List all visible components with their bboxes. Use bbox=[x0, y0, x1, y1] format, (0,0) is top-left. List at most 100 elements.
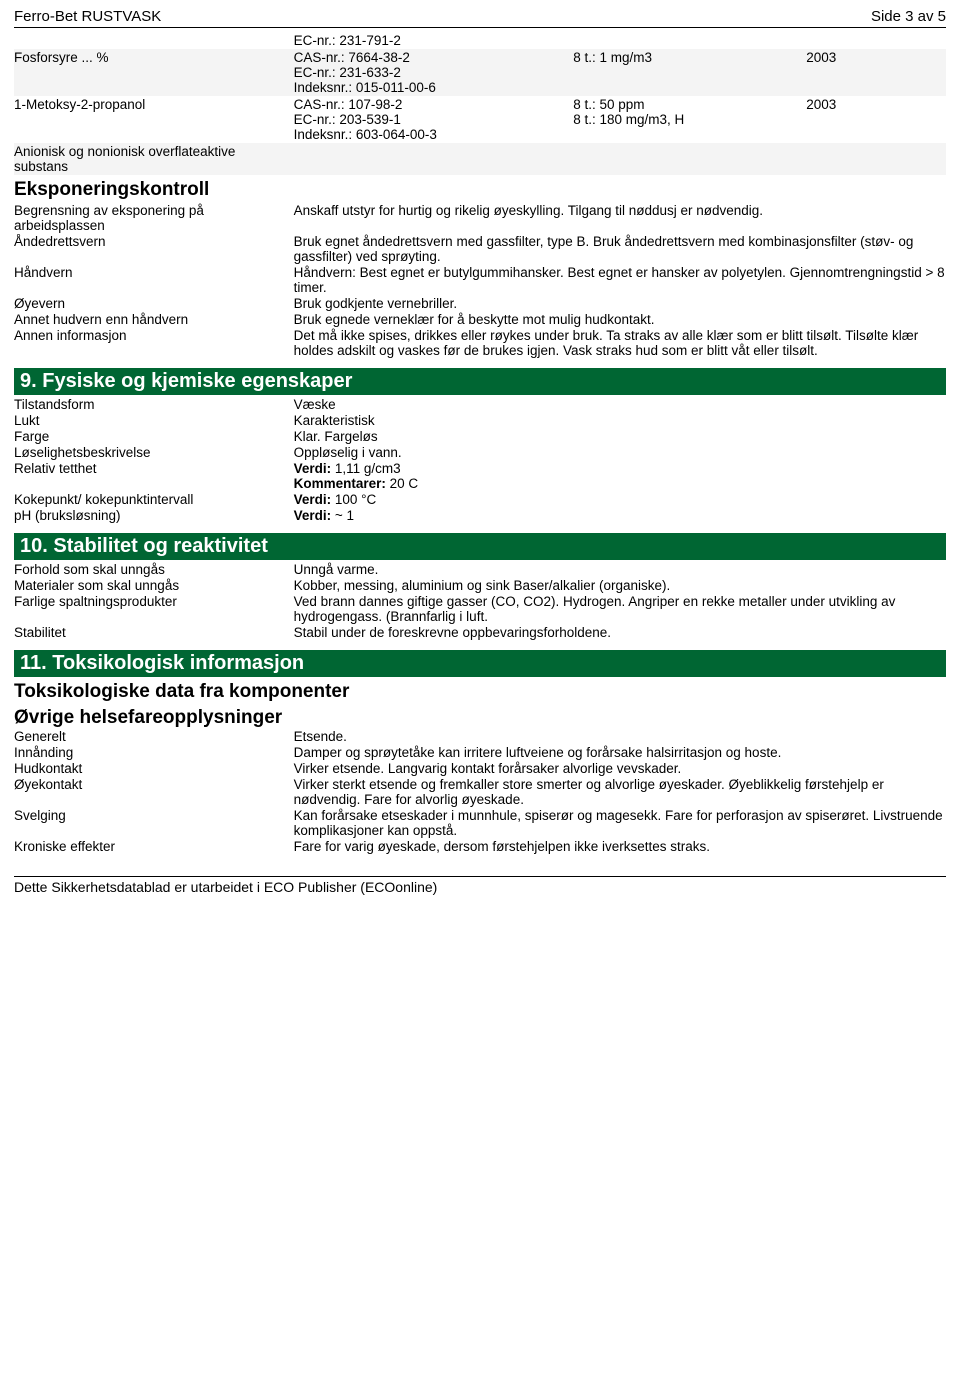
chem-limit bbox=[573, 143, 806, 175]
property-value: Verdi: 100 °C bbox=[294, 492, 946, 507]
property-row: pH (bruksløsning)Verdi: ~ 1 bbox=[14, 508, 946, 523]
chem-limit: 8 t.: 1 mg/m3 bbox=[573, 49, 806, 96]
chem-name: Fosforsyre ... % bbox=[14, 49, 294, 96]
property-label: Øyevern bbox=[14, 296, 294, 311]
property-row: InnåndingDamper og sprøytetåke kan irrit… bbox=[14, 745, 946, 760]
chemical-table: EC-nr.: 231-791-2Fosforsyre ... %CAS-nr.… bbox=[14, 32, 946, 175]
page-footer: Dette Sikkerhetsdatablad er utarbeidet i… bbox=[14, 876, 946, 895]
property-row: ØyevernBruk godkjente vernebriller. bbox=[14, 296, 946, 311]
property-label: Materialer som skal unngås bbox=[14, 578, 294, 593]
property-value: Damper og sprøytetåke kan irritere luftv… bbox=[294, 745, 946, 760]
property-row: Kroniske effekterFare for varig øyeskade… bbox=[14, 839, 946, 854]
property-value: Verdi: ~ 1 bbox=[294, 508, 946, 523]
chem-name: Anionisk og nonionisk overflateaktive su… bbox=[14, 143, 294, 175]
property-label: Farlige spaltningsprodukter bbox=[14, 594, 294, 624]
property-value: Ved brann dannes giftige gasser (CO, CO2… bbox=[294, 594, 946, 624]
table-row: Fosforsyre ... %CAS-nr.: 7664-38-2EC-nr.… bbox=[14, 49, 946, 96]
chem-year bbox=[806, 143, 946, 175]
property-value: Håndvern: Best egnet er butylgummihanske… bbox=[294, 265, 946, 295]
property-label: pH (bruksløsning) bbox=[14, 508, 294, 523]
property-label: Svelging bbox=[14, 808, 294, 838]
property-value: Bruk egnede verneklær for å beskytte mot… bbox=[294, 312, 946, 327]
property-value: Kan forårsake etseskader i munnhule, spi… bbox=[294, 808, 946, 838]
property-label: Farge bbox=[14, 429, 294, 444]
chem-ids: CAS-nr.: 107-98-2EC-nr.: 203-539-1Indeks… bbox=[294, 96, 574, 143]
exposure-control-heading: Eksponeringskontroll bbox=[14, 179, 946, 201]
property-label: Relativ tetthet bbox=[14, 461, 294, 491]
property-label: Stabilitet bbox=[14, 625, 294, 640]
property-value: Stabil under de foreskrevne oppbevarings… bbox=[294, 625, 946, 640]
property-row: Begrensning av eksponering på arbeidspla… bbox=[14, 203, 946, 233]
table-row: 1-Metoksy-2-propanolCAS-nr.: 107-98-2EC-… bbox=[14, 96, 946, 143]
chem-limit bbox=[573, 32, 806, 49]
page-header: Ferro-Bet RUSTVASK Side 3 av 5 bbox=[14, 8, 946, 28]
chem-year: 2003 bbox=[806, 96, 946, 143]
property-row: HåndvernHåndvern: Best egnet er butylgum… bbox=[14, 265, 946, 295]
property-row: SvelgingKan forårsake etseskader i munnh… bbox=[14, 808, 946, 838]
property-value: Bruk egnet åndedrettsvern med gassfilter… bbox=[294, 234, 946, 264]
doc-title: Ferro-Bet RUSTVASK bbox=[14, 8, 161, 25]
chem-name: 1-Metoksy-2-propanol bbox=[14, 96, 294, 143]
section-9-heading: 9. Fysiske og kjemiske egenskaper bbox=[14, 368, 946, 395]
chem-ids: CAS-nr.: 7664-38-2EC-nr.: 231-633-2Indek… bbox=[294, 49, 574, 96]
property-value: Anskaff utstyr for hurtig og rikelig øye… bbox=[294, 203, 946, 233]
property-row: Farlige spaltningsprodukterVed brann dan… bbox=[14, 594, 946, 624]
section-10-heading: 10. Stabilitet og reaktivitet bbox=[14, 533, 946, 560]
property-label: Innånding bbox=[14, 745, 294, 760]
property-value: Unngå varme. bbox=[294, 562, 946, 577]
page-indicator: Side 3 av 5 bbox=[871, 8, 946, 25]
chem-limit: 8 t.: 50 ppm8 t.: 180 mg/m3, H bbox=[573, 96, 806, 143]
property-row: FargeKlar. Fargeløs bbox=[14, 429, 946, 444]
property-label: Kroniske effekter bbox=[14, 839, 294, 854]
chem-year: 2003 bbox=[806, 49, 946, 96]
table-row: Anionisk og nonionisk overflateaktive su… bbox=[14, 143, 946, 175]
property-row: HudkontaktVirker etsende. Langvarig kont… bbox=[14, 761, 946, 776]
property-value: Det må ikke spises, drikkes eller røykes… bbox=[294, 328, 946, 358]
property-row: ÅndedrettsvernBruk egnet åndedrettsvern … bbox=[14, 234, 946, 264]
property-label: Hudkontakt bbox=[14, 761, 294, 776]
property-row: Kokepunkt/ kokepunktintervallVerdi: 100 … bbox=[14, 492, 946, 507]
section-11-heading: 11. Toksikologisk informasjon bbox=[14, 650, 946, 677]
property-value: Virker sterkt etsende og fremkaller stor… bbox=[294, 777, 946, 807]
property-row: LøselighetsbeskrivelseOppløselig i vann. bbox=[14, 445, 946, 460]
property-value: Verdi: 1,11 g/cm3Kommentarer: 20 C bbox=[294, 461, 946, 491]
property-row: Forhold som skal unngåsUnngå varme. bbox=[14, 562, 946, 577]
section-11-sub2: Øvrige helsefareopplysninger bbox=[14, 707, 946, 729]
property-label: Generelt bbox=[14, 729, 294, 744]
property-value: Bruk godkjente vernebriller. bbox=[294, 296, 946, 311]
property-value: Fare for varig øyeskade, dersom førstehj… bbox=[294, 839, 946, 854]
property-label: Annen informasjon bbox=[14, 328, 294, 358]
property-label: Tilstandsform bbox=[14, 397, 294, 412]
property-value: Karakteristisk bbox=[294, 413, 946, 428]
property-row: Annen informasjonDet må ikke spises, dri… bbox=[14, 328, 946, 358]
property-label: Øyekontakt bbox=[14, 777, 294, 807]
chem-year bbox=[806, 32, 946, 49]
property-row: ØyekontaktVirker sterkt etsende og fremk… bbox=[14, 777, 946, 807]
chem-ids bbox=[294, 143, 574, 175]
property-label: Åndedrettsvern bbox=[14, 234, 294, 264]
property-row: GenereltEtsende. bbox=[14, 729, 946, 744]
table-row: EC-nr.: 231-791-2 bbox=[14, 32, 946, 49]
chem-name bbox=[14, 32, 294, 49]
property-row: TilstandsformVæske bbox=[14, 397, 946, 412]
section-11-sub1: Toksikologiske data fra komponenter bbox=[14, 681, 946, 703]
property-value: Virker etsende. Langvarig kontakt forårs… bbox=[294, 761, 946, 776]
property-value: Væske bbox=[294, 397, 946, 412]
property-value: Kobber, messing, aluminium og sink Baser… bbox=[294, 578, 946, 593]
property-label: Begrensning av eksponering på arbeidspla… bbox=[14, 203, 294, 233]
property-value: Klar. Fargeløs bbox=[294, 429, 946, 444]
property-row: Relativ tetthetVerdi: 1,11 g/cm3Kommenta… bbox=[14, 461, 946, 491]
chem-ids: EC-nr.: 231-791-2 bbox=[294, 32, 574, 49]
property-label: Forhold som skal unngås bbox=[14, 562, 294, 577]
property-value: Etsende. bbox=[294, 729, 946, 744]
property-label: Løselighetsbeskrivelse bbox=[14, 445, 294, 460]
property-row: Annet hudvern enn håndvernBruk egnede ve… bbox=[14, 312, 946, 327]
property-value: Oppløselig i vann. bbox=[294, 445, 946, 460]
property-label: Annet hudvern enn håndvern bbox=[14, 312, 294, 327]
property-label: Lukt bbox=[14, 413, 294, 428]
property-row: Materialer som skal unngåsKobber, messin… bbox=[14, 578, 946, 593]
property-row: StabilitetStabil under de foreskrevne op… bbox=[14, 625, 946, 640]
property-label: Håndvern bbox=[14, 265, 294, 295]
property-row: LuktKarakteristisk bbox=[14, 413, 946, 428]
property-label: Kokepunkt/ kokepunktintervall bbox=[14, 492, 294, 507]
